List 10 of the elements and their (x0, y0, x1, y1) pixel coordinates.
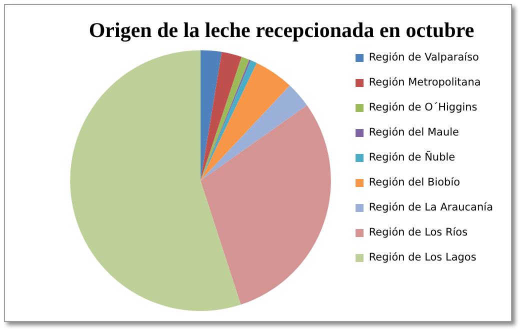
legend-label: Región de Valparaíso (368, 52, 479, 64)
chart-title: Origen de la leche recepcionada en octubre (88, 18, 474, 42)
legend-label: Región de Los Ríos (368, 226, 468, 239)
legend-label: Región de Ñuble (368, 150, 456, 164)
legend-label: Región de La Araucanía (368, 202, 493, 214)
legend-label: Región del Biobío (368, 176, 460, 189)
legend-label: Región Metropolitana (368, 76, 481, 89)
legend-label: Región de O´Higgins (368, 102, 478, 114)
legend-label: Región del Maule (368, 126, 460, 139)
legend-label: Región de Los Lagos (368, 252, 476, 264)
